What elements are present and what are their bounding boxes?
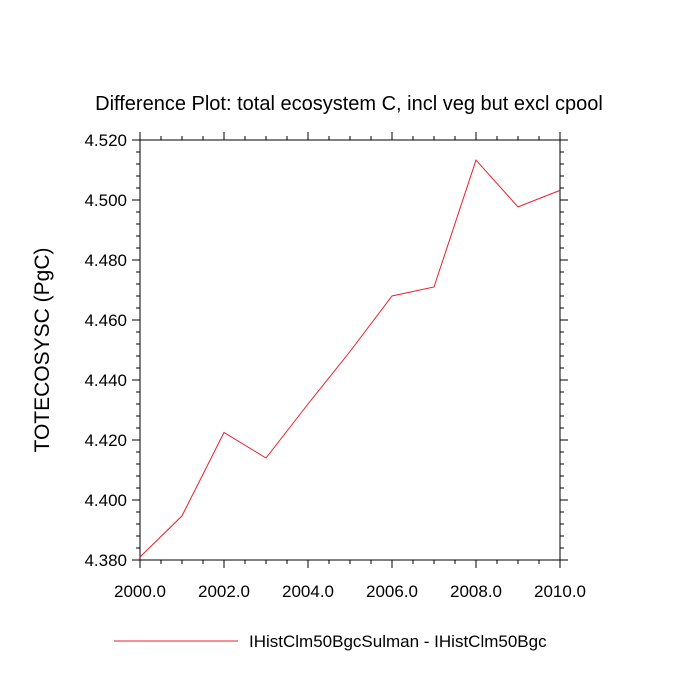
x-tick-label: 2008.0 <box>450 582 502 601</box>
y-tick-label: 4.520 <box>84 131 127 150</box>
axis-ticks <box>132 132 568 568</box>
y-tick-label: 4.480 <box>84 251 127 270</box>
y-tick-labels: 4.380 4.400 4.420 4.440 4.460 4.480 4.500 4.520 <box>84 131 127 570</box>
y-tick-label: 4.400 <box>84 491 127 510</box>
legend-label: IHistClm50BgcSulman - IHistClm50Bgc <box>249 632 547 651</box>
x-tick-label: 2000.0 <box>114 582 166 601</box>
x-tick-label: 2002.0 <box>198 582 250 601</box>
x-tick-label: 2010.0 <box>534 582 586 601</box>
y-tick-label: 4.500 <box>84 191 127 210</box>
y-tick-label: 4.440 <box>84 371 127 390</box>
y-tick-label: 4.460 <box>84 311 127 330</box>
x-tick-labels: 2000.0 2002.0 2004.0 2006.0 2008.0 2010.0 <box>114 582 586 601</box>
x-tick-label: 2004.0 <box>282 582 334 601</box>
plot-frame <box>139 139 561 561</box>
series-layer <box>139 159 561 558</box>
y-tick-label: 4.380 <box>84 551 127 570</box>
series-line <box>139 159 561 558</box>
y-tick-label: 4.420 <box>84 431 127 450</box>
chart-title: Difference Plot: total ecosystem C, incl… <box>95 93 603 115</box>
legend: IHistClm50BgcSulman - IHistClm50Bgc <box>114 632 547 651</box>
y-axis-label: TOTECOSYSC (PgC) <box>31 248 54 453</box>
x-tick-label: 2006.0 <box>366 582 418 601</box>
